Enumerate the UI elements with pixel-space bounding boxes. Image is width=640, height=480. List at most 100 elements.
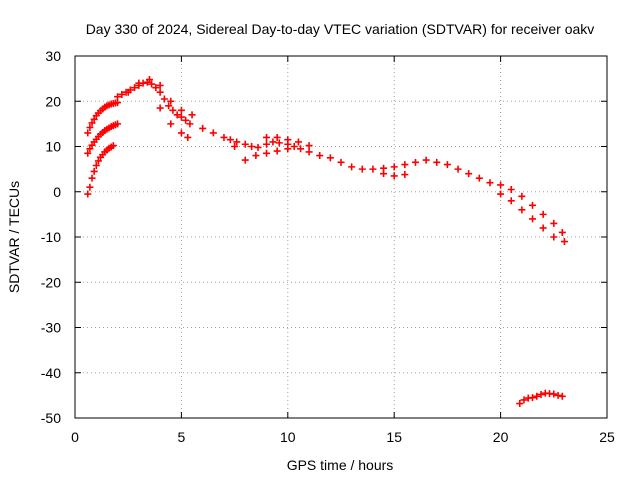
data-point [124, 88, 132, 96]
data-point [475, 174, 483, 182]
data-point [358, 165, 366, 173]
data-point [533, 392, 541, 400]
data-point [390, 172, 398, 180]
x-tick-label: 5 [178, 429, 186, 445]
data-point [184, 133, 192, 141]
data-point [305, 148, 313, 156]
data-point [254, 143, 262, 151]
y-tick-label: -20 [41, 274, 61, 290]
data-point [131, 84, 139, 92]
data-point [263, 140, 271, 148]
data-point [241, 140, 249, 148]
data-point [148, 80, 156, 88]
data-point [550, 390, 558, 398]
data-point [284, 136, 292, 144]
data-point [152, 84, 160, 92]
data-point [497, 190, 505, 198]
data-point [369, 165, 377, 173]
data-point [169, 106, 177, 114]
plot-frame [74, 55, 608, 419]
data-point [529, 215, 537, 223]
data-point [558, 228, 566, 236]
data-point [160, 95, 168, 103]
y-tick-label: 20 [45, 93, 61, 109]
data-point [165, 102, 173, 110]
y-tick-label: -30 [41, 320, 61, 336]
y-tick-label: 30 [45, 48, 61, 64]
data-point [516, 400, 524, 408]
x-tick-label: 15 [386, 429, 402, 445]
data-point [465, 170, 473, 178]
data-point [537, 390, 545, 398]
data-point [348, 163, 356, 171]
data-point [173, 111, 181, 119]
data-point [380, 170, 388, 178]
data-point [156, 104, 164, 112]
data-point [135, 79, 143, 87]
data-point [182, 116, 190, 124]
data-point [433, 158, 441, 166]
series-arc-low [84, 142, 117, 198]
data-point [177, 129, 185, 137]
x-axis-label: GPS time / hours [287, 457, 394, 473]
data-point [401, 171, 409, 179]
data-point [86, 145, 94, 153]
data-point [188, 111, 196, 119]
x-tick-label: 20 [493, 429, 509, 445]
data-point [92, 162, 100, 170]
data-point [199, 124, 207, 132]
data-point [186, 120, 194, 128]
data-point [109, 142, 117, 150]
data-point [401, 161, 409, 169]
data-point [337, 158, 345, 166]
series-outlier-arc [516, 389, 566, 408]
y-tick-label: 10 [45, 139, 61, 155]
data-point [167, 97, 175, 105]
data-point [84, 149, 92, 157]
y-tick-label: -10 [41, 229, 61, 245]
data-point [209, 129, 217, 137]
data-point [114, 93, 122, 101]
series-arc-mid [84, 120, 122, 157]
data-point [560, 238, 568, 246]
data-point [486, 179, 494, 187]
data-point [316, 152, 324, 160]
x-tick-label: 0 [71, 429, 79, 445]
axis-ticks: 0 5 10 15 20 25 -50 -40 -30 -20 -10 0 10 20 30 [41, 48, 615, 445]
data-point [550, 233, 558, 241]
data-point [305, 142, 313, 150]
data-point [86, 183, 94, 191]
data-point [390, 163, 398, 171]
data-point [518, 206, 526, 214]
data-point [156, 81, 164, 89]
data-point [241, 156, 249, 164]
data-point [411, 158, 419, 166]
data-point [294, 138, 302, 146]
data-point [273, 147, 281, 155]
data-point [84, 129, 92, 137]
y-tick-label: -50 [41, 410, 61, 426]
data-point [558, 392, 566, 400]
x-tick-label: 25 [599, 429, 615, 445]
data-point [114, 120, 122, 128]
y-tick-label: -40 [41, 365, 61, 381]
data-point [88, 119, 96, 127]
data-points [84, 76, 568, 408]
data-point [156, 88, 164, 96]
y-tick-label: 0 [53, 184, 61, 200]
data-point [114, 99, 122, 107]
series-arc-high [84, 99, 122, 137]
data-point [248, 143, 256, 150]
data-point [297, 145, 305, 153]
data-point [443, 161, 451, 169]
data-point [167, 120, 175, 128]
data-point [84, 190, 92, 198]
data-point [507, 185, 515, 193]
data-point [529, 394, 537, 402]
data-point [233, 138, 241, 146]
data-point [226, 136, 234, 144]
data-point [269, 138, 277, 146]
data-point [220, 133, 228, 141]
data-point [497, 181, 505, 189]
